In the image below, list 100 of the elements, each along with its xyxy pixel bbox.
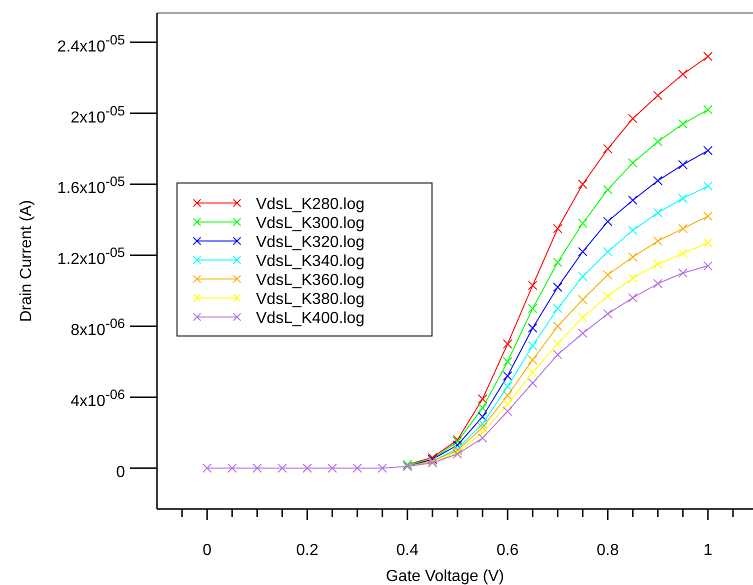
point: [478, 394, 488, 404]
point: [478, 422, 488, 432]
point: [653, 278, 663, 288]
point: [502, 390, 512, 400]
point: [653, 208, 663, 218]
x-tick-label: 0: [202, 542, 212, 559]
point: [653, 176, 663, 186]
point: [653, 259, 663, 269]
x-tick-label: 1: [703, 542, 712, 559]
legend-label: VdsL_K360.log: [256, 272, 365, 289]
point: [603, 291, 612, 301]
point: [252, 463, 262, 473]
point: [528, 280, 538, 290]
point: [603, 184, 612, 194]
point: [502, 356, 512, 366]
point: [502, 339, 512, 349]
point: [227, 463, 237, 473]
point: [552, 282, 562, 292]
point: [678, 160, 688, 170]
point: [578, 180, 588, 189]
y-tick-label: 8x10$^{-06}$: [70, 316, 125, 340]
point: [628, 293, 638, 303]
point: [378, 463, 388, 473]
legend-label: VdsL_K280.log: [256, 196, 365, 213]
point: [678, 70, 688, 79]
point: [552, 322, 562, 331]
point: [478, 419, 488, 429]
y-tick-label: 4x10$^{-06}$: [70, 386, 125, 410]
point: [603, 270, 612, 280]
point: [578, 218, 588, 228]
point: [478, 412, 488, 422]
point: [703, 211, 713, 221]
point: [352, 463, 362, 473]
point: [603, 144, 612, 154]
point: [603, 309, 612, 319]
point: [478, 433, 488, 443]
point: [603, 216, 612, 226]
point: [653, 90, 663, 100]
point: [502, 371, 512, 381]
y-tick-label: 0: [116, 464, 126, 482]
point: [528, 368, 538, 378]
point: [552, 350, 562, 360]
point: [552, 304, 562, 314]
point: [278, 463, 287, 473]
legend-label: VdsL_K400.log: [256, 310, 365, 327]
point: [552, 224, 562, 234]
x-tick-label: 0.2: [296, 542, 318, 559]
point: [678, 194, 688, 204]
x-tick-label: 0.8: [596, 542, 619, 559]
point: [478, 403, 488, 413]
point: [328, 463, 338, 473]
point: [628, 196, 638, 205]
point: [703, 146, 713, 156]
point: [628, 158, 638, 168]
x-axis-title: Gate Voltage (V): [386, 568, 504, 585]
point: [578, 294, 588, 304]
point: [502, 400, 512, 410]
legend-label: VdsL_K340.log: [256, 253, 365, 270]
point: [703, 238, 713, 248]
point: [502, 406, 512, 416]
point: [578, 312, 588, 322]
point: [478, 428, 488, 438]
point: [628, 252, 638, 262]
legend-label: VdsL_K380.log: [256, 291, 365, 308]
point: [528, 341, 538, 350]
point: [703, 105, 713, 114]
point: [528, 355, 538, 365]
point: [703, 181, 713, 191]
point: [678, 248, 688, 258]
point: [628, 274, 638, 284]
point: [628, 226, 638, 236]
point: [552, 258, 562, 268]
point: [678, 119, 688, 129]
point: [678, 268, 688, 278]
x-tick-label: 0.6: [496, 542, 519, 559]
point: [578, 328, 588, 338]
point: [653, 236, 663, 246]
point: [578, 246, 588, 256]
point: [528, 378, 538, 388]
y-tick-label: 2x10$^{-05}$: [70, 102, 125, 126]
point: [528, 304, 538, 314]
point: [678, 224, 688, 234]
point: [703, 261, 713, 271]
point: [628, 114, 638, 124]
point: [703, 52, 713, 62]
point: [502, 382, 512, 392]
point: [603, 246, 612, 256]
y-tick-label: 2.4x10$^{-05}$: [57, 32, 125, 56]
point: [578, 272, 588, 282]
y-tick-label: 1.6x10$^{-05}$: [57, 174, 125, 198]
point: [202, 463, 212, 473]
x-tick-label: 0.4: [396, 542, 419, 559]
point: [653, 136, 663, 146]
legend-label: VdsL_K300.log: [256, 215, 365, 232]
legend-label: VdsL_K320.log: [256, 234, 365, 251]
y-tick-label: 1.2x10$^{-05}$: [57, 244, 125, 268]
point: [552, 339, 562, 349]
y-axis-title: Drain Current (A): [18, 200, 35, 322]
point: [302, 463, 312, 473]
point: [528, 323, 538, 333]
